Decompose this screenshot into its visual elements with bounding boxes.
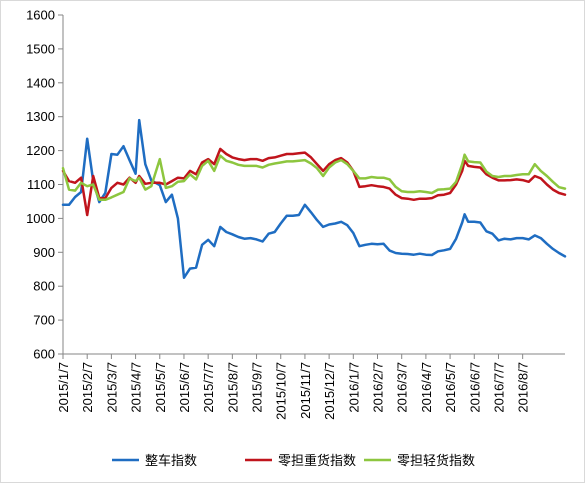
x-tick-label: 2016/7/7 (491, 362, 506, 413)
legend-label-2: 零担轻货指数 (397, 453, 475, 469)
x-tick-label: 2016/3/7 (395, 362, 410, 413)
y-tick-label: 700 (33, 313, 55, 328)
legend: 整车指数 零担重货指数 零担轻货指数 (112, 453, 475, 469)
y-tick-label: 900 (33, 245, 55, 260)
legend-label-1: 零担重货指数 (278, 453, 356, 469)
x-tick-label: 2016/6/7 (467, 362, 482, 413)
y-tick-label: 1500 (26, 41, 55, 56)
x-tick-label: 2016/2/7 (371, 362, 386, 413)
x-tick-label: 2015/11/7 (298, 362, 313, 419)
series-line-2 (61, 153, 567, 202)
y-tick-label: 1200 (26, 143, 55, 158)
x-tick-label: 2015/10/7 (274, 362, 289, 420)
x-tick-label: 2015/6/7 (177, 362, 192, 413)
y-tick-label: 1600 (26, 8, 55, 23)
x-axis-ticks: 2015/1/7 2015/2/7 2015/3/7 2015/4/7 2015/5/7… (56, 354, 531, 420)
y-tick-label: 800 (33, 279, 55, 294)
x-tick-label: 2015/7/7 (201, 362, 216, 413)
x-tick-label: 2015/5/7 (153, 362, 168, 413)
series-lines (61, 118, 567, 279)
x-tick-label: 2015/3/7 (104, 362, 119, 413)
series-line-0 (61, 118, 567, 279)
y-tick-label: 1300 (26, 109, 55, 124)
x-tick-label: 2015/2/7 (80, 362, 95, 413)
legend-label-0: 整车指数 (145, 453, 197, 469)
x-tick-label: 2015/9/7 (250, 362, 265, 413)
y-tick-label: 600 (33, 347, 55, 362)
x-tick-label: 2015/12/7 (322, 362, 337, 420)
x-tick-label: 2016/1/7 (346, 362, 361, 413)
y-tick-label: 1000 (26, 211, 55, 226)
x-tick-label: 2015/1/7 (56, 362, 71, 413)
x-tick-label: 2016/4/7 (419, 362, 434, 413)
x-tick-label: 2016/8/7 (516, 362, 531, 413)
x-tick-label: 2016/5/7 (443, 362, 458, 413)
series-line-1 (61, 147, 567, 217)
y-tick-label: 1400 (26, 75, 55, 90)
y-axis-ticks: 600 700 800 900 1000 1100 1200 1300 1400 1500 1600 (26, 8, 63, 362)
y-tick-label: 1100 (27, 177, 55, 192)
x-tick-label: 2015/8/7 (225, 362, 240, 413)
x-tick-label: 2015/4/7 (129, 362, 144, 413)
